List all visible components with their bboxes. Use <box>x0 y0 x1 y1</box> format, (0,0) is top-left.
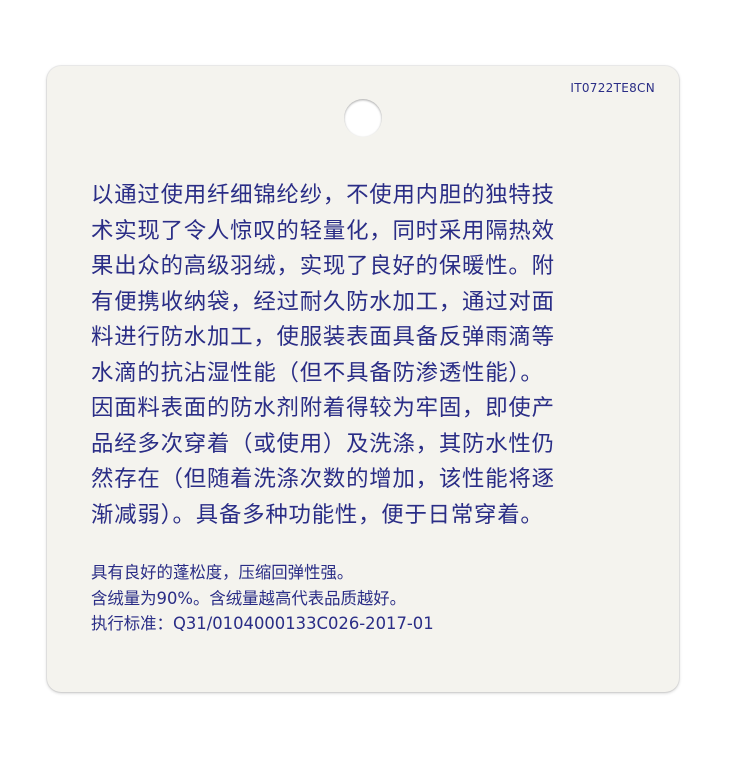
hang-hole <box>344 99 382 137</box>
description-line: 水滴的抗沾湿性能（但不具备防渗透性能）。 <box>91 359 544 386</box>
loft-note: 具有良好的蓬松度，压缩回弹性强。 <box>91 563 354 582</box>
product-code: IT0722TE8CN <box>570 81 655 95</box>
standard-note: 执行标准：Q31/0104000133C026-2017-01 <box>91 614 434 633</box>
description-line: 料进行防水加工，使服装表面具备反弹雨滴等 <box>91 324 555 350</box>
product-notes: 具有良好的蓬松度，压缩回弹性强。 含绒量为90%。含绒量越高代表品质越好。 执行… <box>91 560 434 637</box>
description-line: 以通过使用纤细锦纶纱，不使用内胆的独特技 <box>91 182 555 208</box>
description-line: 然存在（但随着洗涤次数的增加，该性能将逐 <box>91 466 555 492</box>
down-content-note: 含绒量为90%。含绒量越高代表品质越好。 <box>91 588 407 608</box>
product-hang-tag: IT0722TE8CN 以通过使用纤细锦纶纱，不使用内胆的独特技 术实现了令人惊… <box>47 66 679 692</box>
description-line: 果出众的高级羽绒，实现了良好的保暖性。附 <box>91 253 555 279</box>
product-description: 以通过使用纤细锦纶纱，不使用内胆的独特技 术实现了令人惊叹的轻量化，同时采用隔热… <box>91 178 651 533</box>
description-line: 渐减弱）。具备多种功能性，便于日常穿着。 <box>91 501 544 528</box>
description-line: 术实现了令人惊叹的轻量化，同时采用隔热效 <box>91 217 555 244</box>
description-line: 品经多次穿着（或使用）及洗涤，其防水性仍 <box>91 430 555 457</box>
description-line: 有便携收纳袋，经过耐久防水加工，通过对面 <box>91 288 555 315</box>
description-line: 因面料表面的防水剂附着得较为牢固，即使产 <box>91 395 555 421</box>
